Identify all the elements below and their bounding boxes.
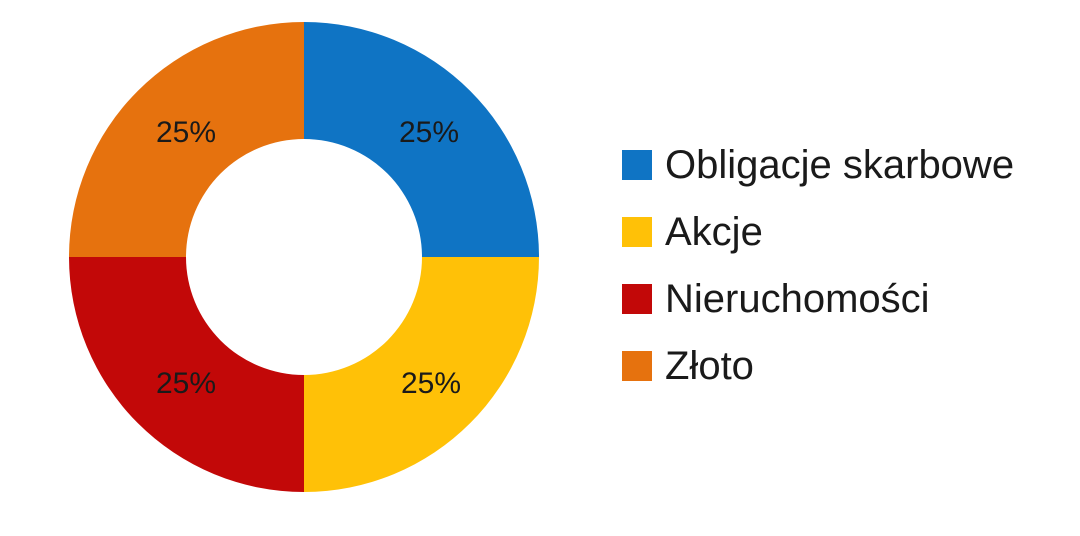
data-label-nieruchomosci: 25% xyxy=(155,367,217,400)
legend-label-obligacje-skarbowe: Obligacje skarbowe xyxy=(665,143,1015,187)
donut-ring xyxy=(69,22,539,492)
legend-swatch-obligacje-skarbowe xyxy=(622,150,652,180)
slice-zloto xyxy=(69,22,304,257)
legend-label-nieruchomosci: Nieruchomości xyxy=(665,277,930,321)
data-label-akcje: 25% xyxy=(400,367,462,400)
legend-label-zloto: Złoto xyxy=(665,344,754,388)
data-label-zloto: 25% xyxy=(155,116,217,149)
legend-item-zloto: Złoto xyxy=(622,346,1014,386)
slice-akcje xyxy=(304,257,539,492)
legend-item-nieruchomosci: Nieruchomości xyxy=(622,279,1014,319)
data-label-obligacje-skarbowe: 25% xyxy=(398,116,460,149)
legend-item-akcje: Akcje xyxy=(622,212,1014,252)
legend-swatch-nieruchomosci xyxy=(622,284,652,314)
legend-label-akcje: Akcje xyxy=(665,210,763,254)
legend-item-obligacje-skarbowe: Obligacje skarbowe xyxy=(622,145,1014,185)
slice-obligacje-skarbowe xyxy=(304,22,539,257)
legend-swatch-zloto xyxy=(622,351,652,381)
donut-chart: 25% 25% 25% 25% xyxy=(68,21,540,493)
legend: Obligacje skarbowe Akcje Nieruchomości Z… xyxy=(622,145,1014,386)
legend-swatch-akcje xyxy=(622,217,652,247)
slice-nieruchomosci xyxy=(69,257,304,492)
